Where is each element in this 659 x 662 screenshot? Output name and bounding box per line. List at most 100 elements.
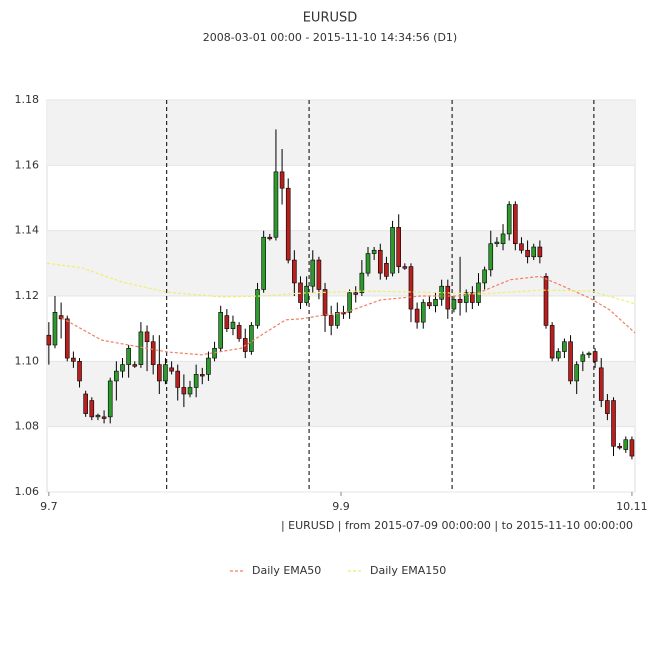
- candle-body: [157, 364, 162, 382]
- candle-body: [77, 361, 82, 382]
- candle-body: [353, 292, 359, 295]
- y-tick-label: 1.18: [15, 93, 40, 106]
- x-tick-label: 9.7: [40, 500, 58, 513]
- candle-body: [500, 233, 506, 245]
- candle-body: [623, 439, 629, 450]
- candle-body: [285, 187, 291, 261]
- candle-body: [408, 266, 414, 310]
- candle-body: [71, 357, 76, 362]
- candle-body: [193, 374, 199, 388]
- candle-body: [420, 302, 426, 323]
- candle-body: [52, 312, 58, 346]
- candle-body: [574, 364, 579, 382]
- grid-band: [47, 230, 635, 296]
- candle-body: [568, 341, 573, 382]
- candle-body: [347, 292, 352, 313]
- candle-body: [46, 334, 52, 346]
- candle-body: [470, 292, 475, 303]
- candle-body: [427, 302, 432, 307]
- candle-body: [273, 171, 279, 238]
- candle-body: [384, 263, 389, 277]
- candle-body: [543, 276, 549, 326]
- candle-body: [433, 298, 438, 307]
- y-tick-label: 1.16: [15, 158, 40, 171]
- candle-body: [414, 308, 420, 323]
- grid-band: [47, 361, 635, 427]
- candle-body: [187, 387, 193, 395]
- candle-body: [359, 272, 365, 294]
- candle-body: [457, 298, 463, 303]
- legend-label: Daily EMA150: [370, 564, 446, 577]
- candle-body: [175, 370, 181, 388]
- candle-body: [445, 285, 451, 310]
- candle-body: [390, 227, 395, 274]
- y-tick-label: 1.06: [15, 485, 40, 498]
- candle-body: [555, 351, 561, 359]
- grid-band: [47, 100, 635, 166]
- candle-body: [304, 285, 309, 303]
- candle-body: [537, 246, 543, 258]
- legend-label: Daily EMA50: [252, 564, 321, 577]
- candle-body: [101, 416, 107, 419]
- chart-footer: | EURUSD | from 2015-07-09 00:00:00 | to…: [281, 519, 633, 532]
- candle-body: [206, 357, 211, 375]
- candle-body: [629, 439, 635, 457]
- candle-body: [322, 289, 328, 316]
- candle-body: [230, 321, 236, 329]
- candle-body: [451, 298, 457, 310]
- candle-body: [144, 331, 150, 343]
- candle-body: [335, 312, 340, 326]
- candle-body: [255, 289, 260, 326]
- candle-body: [531, 246, 537, 258]
- candle-body: [212, 347, 217, 359]
- candle-body: [396, 227, 401, 267]
- candle-body: [224, 315, 230, 329]
- candle-body: [592, 351, 598, 362]
- candle-body: [126, 347, 131, 365]
- candle-body: [377, 249, 383, 274]
- x-tick-label: 10.11: [616, 500, 648, 513]
- candle-body: [181, 387, 187, 395]
- candle-body: [562, 341, 567, 352]
- candle-body: [169, 367, 174, 372]
- candle-body: [605, 400, 610, 414]
- candle-body: [64, 318, 70, 359]
- candle-body: [89, 400, 95, 418]
- candle-body: [494, 241, 500, 245]
- candle-body: [279, 171, 285, 189]
- candle-body: [611, 400, 616, 447]
- candle-body: [506, 204, 512, 235]
- candle-body: [463, 292, 469, 303]
- candle-body: [617, 445, 622, 449]
- candle-body: [132, 364, 138, 367]
- candle-body: [218, 312, 223, 349]
- candle-body: [328, 315, 334, 326]
- candle-body: [163, 364, 168, 382]
- candle-body: [95, 414, 101, 418]
- chart-title: EURUSD: [303, 11, 358, 26]
- candle-body: [402, 266, 408, 269]
- candle-body: [525, 249, 530, 258]
- candle-body: [236, 325, 242, 339]
- x-tick-label: 9.9: [332, 500, 350, 513]
- chart-subtitle: 2008-03-01 00:00 - 2015-11-10 14:34:56 (…: [203, 31, 457, 44]
- candle-body: [138, 331, 144, 365]
- candle-body: [83, 393, 88, 414]
- candle-body: [513, 204, 518, 245]
- candle-body: [249, 325, 254, 352]
- candle-body: [586, 352, 592, 356]
- candle-body: [598, 367, 604, 401]
- candle-body: [267, 236, 273, 240]
- y-tick-label: 1.10: [15, 354, 40, 367]
- candle-body: [107, 380, 113, 418]
- candle-body: [316, 259, 322, 290]
- candle-body: [310, 259, 316, 287]
- candle-body: [261, 236, 266, 290]
- candle-body: [120, 364, 125, 372]
- candle-body: [114, 370, 119, 382]
- candle-body: [58, 315, 64, 320]
- candle-body: [365, 253, 371, 274]
- candle-body: [580, 354, 586, 362]
- candle-body: [292, 259, 297, 284]
